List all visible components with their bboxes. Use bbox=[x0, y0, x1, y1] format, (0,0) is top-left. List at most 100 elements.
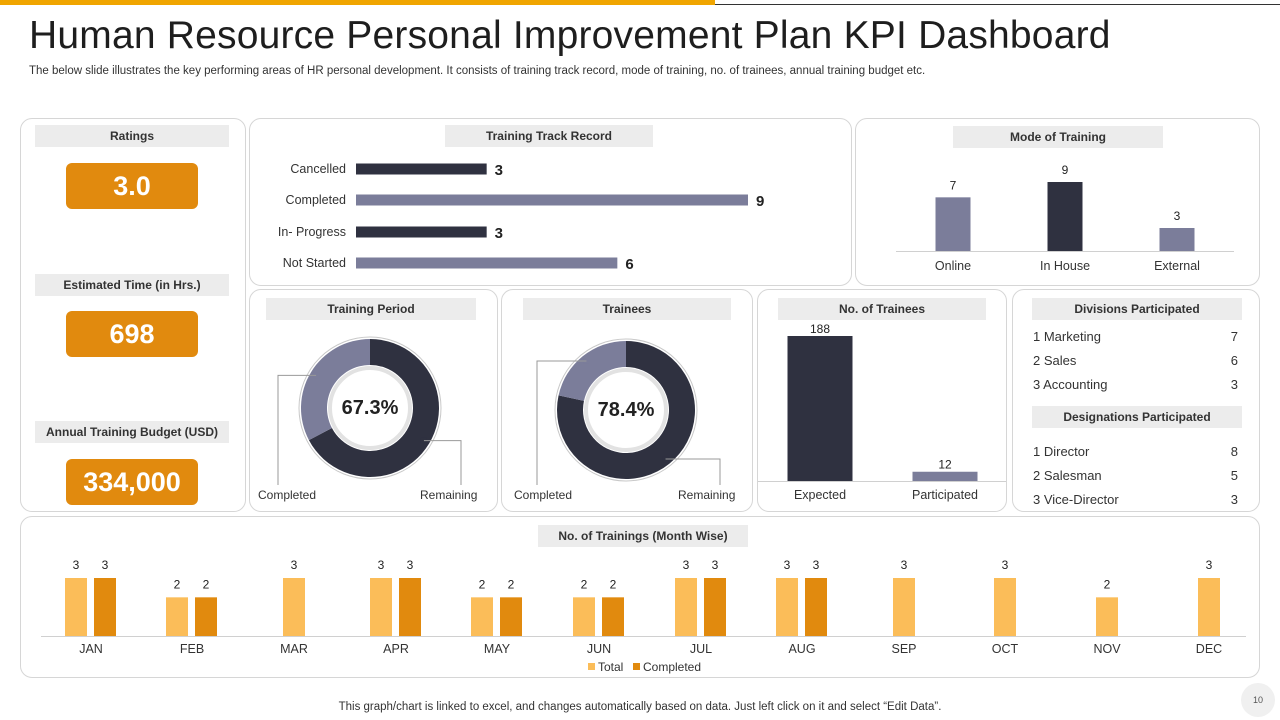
monthly-completed-bar bbox=[704, 578, 726, 636]
mode-card: Mode of Training 7 Online 9 In House 3 Extern… bbox=[855, 118, 1260, 286]
track-value-label: 9 bbox=[756, 193, 764, 210]
mode-category-label: Online bbox=[935, 259, 971, 273]
track-bar bbox=[356, 163, 487, 175]
trainees-segment-remaining bbox=[558, 341, 626, 401]
designation-name: 1 Director bbox=[1033, 444, 1090, 459]
trainees-card: Trainees 78.4% Completed Remaining bbox=[501, 289, 753, 512]
training-period-title: Training Period bbox=[266, 298, 476, 320]
division-name: 2 Sales bbox=[1033, 353, 1077, 368]
footer-note: This graph/chart is linked to excel, and… bbox=[338, 701, 942, 713]
monthly-total-label: 3 bbox=[73, 558, 80, 572]
trainees-segment-completed bbox=[557, 341, 695, 479]
monthly-completed-bar bbox=[195, 597, 217, 636]
monthly-completed-label: 3 bbox=[813, 558, 820, 572]
trainees-category-label: Participated bbox=[912, 488, 978, 502]
mode-bar bbox=[1159, 228, 1195, 251]
monthly-total-bar bbox=[166, 597, 188, 636]
monthly-total-bar bbox=[675, 578, 697, 636]
division-name: 3 Accounting bbox=[1033, 377, 1108, 392]
monthly-completed-label: 3 bbox=[407, 558, 414, 572]
page-subtitle: The below slide illustrates the key perf… bbox=[29, 65, 926, 77]
division-row: 2 Sales 6 bbox=[1033, 353, 1238, 368]
track-record-card: Training Track Record Cancelled 3 Complete… bbox=[249, 118, 852, 286]
track-record-title: Training Track Record bbox=[445, 125, 653, 147]
mode-value-label: 3 bbox=[1174, 209, 1181, 223]
top-accent-bar bbox=[0, 0, 715, 5]
trainees-value: 78.4% bbox=[597, 399, 655, 421]
monthly-completed-label: 2 bbox=[508, 577, 515, 591]
designation-row: 2 Salesman 5 bbox=[1033, 468, 1238, 483]
track-category-label: In- Progress bbox=[278, 225, 346, 239]
trainees-bar bbox=[787, 336, 853, 481]
budget-label: Annual Training Budget (USD) bbox=[35, 421, 229, 443]
designation-row: 3 Vice-Director 3 bbox=[1033, 492, 1238, 507]
training-period-donut bbox=[277, 336, 462, 485]
monthly-completed-label: 3 bbox=[102, 558, 109, 572]
monthly-total-label: 3 bbox=[378, 558, 385, 572]
division-value: 7 bbox=[1230, 329, 1238, 344]
monthly-completed-label: 3 bbox=[712, 558, 719, 572]
monthly-completed-bar bbox=[94, 578, 116, 636]
monthly-month-label: MAY bbox=[484, 642, 511, 656]
track-category-label: Cancelled bbox=[290, 162, 346, 176]
monthly-total-bar bbox=[1198, 578, 1220, 636]
training-period-legend-completed: Completed bbox=[258, 488, 317, 502]
division-row: 3 Accounting 3 bbox=[1033, 377, 1238, 392]
period-leader-left bbox=[277, 374, 317, 485]
page-number: 10 bbox=[1241, 683, 1275, 717]
ratings-label: Ratings bbox=[35, 125, 229, 147]
monthly-total-bar bbox=[65, 578, 87, 636]
no-trainees-card: No. of Trainees 188 Expected 12 Participate… bbox=[757, 289, 1007, 512]
monthly-total-label: 2 bbox=[1104, 577, 1111, 591]
monthly-total-bar bbox=[370, 578, 392, 636]
designation-value: 3 bbox=[1230, 492, 1238, 507]
track-bar bbox=[356, 226, 487, 238]
trainees-category-label: Expected bbox=[794, 488, 846, 502]
period-segment-remaining bbox=[301, 339, 370, 441]
divisions-title: Divisions Participated bbox=[1032, 298, 1242, 320]
training-period-card: Training Period 67.3% Completed Remainin… bbox=[249, 289, 498, 512]
division-value: 6 bbox=[1230, 353, 1238, 368]
mode-category-label: In House bbox=[1040, 259, 1090, 273]
participation-card: Divisions Participated 1 Marketing 7 2 S… bbox=[1012, 289, 1260, 512]
track-bar bbox=[356, 257, 618, 269]
monthly-month-label: AUG bbox=[788, 642, 815, 656]
track-category-label: Not Started bbox=[283, 256, 346, 270]
monthly-month-label: JAN bbox=[79, 642, 103, 656]
monthly-month-label: FEB bbox=[180, 642, 204, 656]
track-value-label: 3 bbox=[495, 162, 503, 179]
monthly-card: No. of Trainings (Month Wise) 3 3 JAN 2 2 FEB… bbox=[20, 516, 1260, 678]
monthly-month-label: OCT bbox=[992, 642, 1019, 656]
monthly-total-label: 3 bbox=[784, 558, 791, 572]
period-outer-ring bbox=[298, 336, 442, 480]
monthly-chart: 3 3 JAN 2 2 FEB 3 MAR 3 3 APR 2 2 MAY 2 2 JUN 3 3 JUL 3 3 AUG 3… bbox=[41, 558, 1246, 674]
monthly-total-bar bbox=[994, 578, 1016, 636]
trainees-donut bbox=[536, 338, 721, 485]
track-bar bbox=[356, 194, 748, 206]
track-value-label: 3 bbox=[495, 225, 503, 242]
no-trainees-title: No. of Trainees bbox=[778, 298, 986, 320]
designation-name: 2 Salesman bbox=[1033, 468, 1102, 483]
designation-row: 1 Director 8 bbox=[1033, 444, 1238, 459]
monthly-total-label: 3 bbox=[1206, 558, 1213, 572]
trainees-value-label: 12 bbox=[938, 458, 952, 472]
monthly-completed-bar bbox=[602, 597, 624, 636]
monthly-total-label: 3 bbox=[1002, 558, 1009, 572]
monthly-total-bar bbox=[1096, 597, 1118, 636]
period-segment-completed bbox=[308, 339, 439, 477]
monthly-total-bar bbox=[573, 597, 595, 636]
monthly-month-label: JUL bbox=[690, 642, 712, 656]
legend-total-label: Total bbox=[598, 660, 623, 674]
monthly-total-bar bbox=[893, 578, 915, 636]
designations-title: Designations Participated bbox=[1032, 406, 1242, 428]
period-marker-remaining bbox=[313, 372, 320, 379]
mode-category-label: External bbox=[1154, 259, 1200, 273]
legend-completed-label: Completed bbox=[643, 660, 701, 674]
division-row: 1 Marketing 7 bbox=[1033, 329, 1238, 344]
monthly-month-label: SEP bbox=[891, 642, 916, 656]
monthly-completed-bar bbox=[399, 578, 421, 636]
division-name: 1 Marketing bbox=[1033, 329, 1101, 344]
trainees-outer-ring bbox=[554, 338, 698, 482]
monthly-month-label: JUN bbox=[587, 642, 611, 656]
monthly-total-label: 3 bbox=[901, 558, 908, 572]
